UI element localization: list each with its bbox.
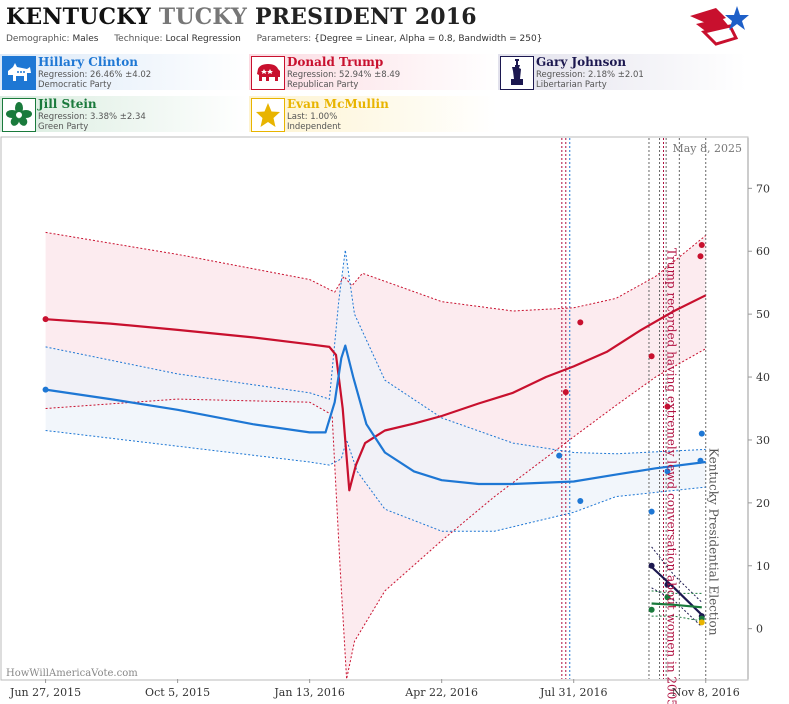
candidate-name: Hillary Clinton bbox=[38, 55, 138, 69]
jill-stein-lower-bound bbox=[651, 615, 702, 622]
technique-label: Technique: bbox=[114, 34, 163, 44]
hillary-clinton-poll-point bbox=[697, 457, 704, 464]
donald-trump-upper-bound bbox=[45, 231, 707, 312]
candidate-party: Green Party bbox=[38, 122, 89, 132]
hillary-clinton-trend-line bbox=[45, 344, 706, 486]
title-election: PRESIDENT 2016 bbox=[254, 4, 477, 30]
y-tick-label: 10 bbox=[756, 560, 770, 573]
donald-trump-poll-point bbox=[697, 253, 704, 260]
candidate-party: Republican Party bbox=[287, 80, 359, 90]
candidate-name: Gary Johnson bbox=[536, 55, 627, 69]
title-state: KENTUCKY bbox=[6, 4, 151, 30]
jill-stein-trend-line bbox=[651, 602, 702, 609]
site-logo-icon bbox=[690, 6, 749, 46]
hillary-clinton-poll-point bbox=[577, 497, 584, 504]
candidate-name: Evan McMullin bbox=[287, 97, 389, 111]
donald-trump-poll-point bbox=[648, 353, 655, 360]
page-title: KENTUCKY TUCKY PRESIDENT 2016 bbox=[6, 4, 477, 30]
hillary-clinton-poll-point bbox=[556, 452, 563, 459]
hillary-clinton-upper-bound bbox=[45, 249, 706, 455]
candidate-party: Democratic Party bbox=[38, 80, 112, 90]
donald-trump-poll-point bbox=[562, 389, 569, 396]
y-tick-label: 70 bbox=[756, 182, 770, 195]
hillary-clinton-poll-point bbox=[698, 430, 705, 437]
y-tick-label: 0 bbox=[756, 623, 763, 636]
candidate-party: Independent bbox=[287, 122, 341, 132]
parameters-value: {Degree = Linear, Alpha = 0.8, Bandwidth… bbox=[314, 34, 543, 44]
jill-stein-upper-bound bbox=[651, 590, 702, 594]
statue-of-liberty-icon bbox=[500, 56, 534, 90]
confidence-bands bbox=[45, 232, 706, 679]
x-axis: Jun 27, 2015 Oct 5, 2015 Jan 13, 2016 Apr 2… bbox=[9, 679, 740, 699]
candidate-last-value: Last: 1.00% bbox=[287, 112, 338, 122]
candidate-regression: Regression: 2.18% ±2.01 bbox=[536, 70, 644, 80]
y-tick-label: 60 bbox=[756, 245, 770, 258]
x-tick-label: Jan 13, 2016 bbox=[273, 686, 345, 699]
y-axis: 0 10 20 30 40 50 60 70 bbox=[747, 138, 770, 679]
y-tick-label: 20 bbox=[756, 497, 770, 510]
hillary-clinton-lower-bound bbox=[45, 430, 706, 532]
annotation-label: Trump recorded having extremely lewd con… bbox=[664, 248, 678, 704]
candidate-name: Donald Trump bbox=[287, 55, 384, 69]
gary-johnson-poll-point bbox=[664, 581, 671, 588]
y-tick-label: 50 bbox=[756, 308, 770, 321]
parameters-line: Demographic: Males Technique: Local Regr… bbox=[6, 34, 542, 44]
series-points bbox=[42, 241, 705, 626]
gary-johnson-lower-bound bbox=[651, 587, 703, 628]
legend-donald-trump: Donald Trump Regression: 52.94% ±8.49 Re… bbox=[249, 54, 497, 90]
header: KENTUCKY TUCKY PRESIDENT 2016 Demographi… bbox=[0, 0, 789, 50]
parameters-label: Parameters: bbox=[256, 34, 312, 44]
candidate-party: Libertarian Party bbox=[536, 80, 607, 90]
gary-johnson-poll-point bbox=[648, 562, 655, 569]
demographic-label: Demographic: bbox=[6, 34, 70, 44]
hillary-clinton-poll-point bbox=[42, 386, 49, 393]
annotation-label: Kentucky Presidential Election bbox=[707, 448, 721, 636]
y-tick-label: 40 bbox=[756, 371, 770, 384]
x-tick-label: Nov 8, 2016 bbox=[672, 686, 740, 699]
donald-trump-poll-point bbox=[698, 241, 705, 248]
jill-stein-poll-point bbox=[664, 594, 671, 601]
hillary-clinton-poll-point bbox=[664, 468, 671, 475]
hillary-clinton-confidence-band bbox=[45, 250, 706, 532]
donkey-icon bbox=[2, 56, 36, 90]
x-tick-label: Jun 27, 2015 bbox=[9, 686, 81, 699]
demographic-value: Males bbox=[72, 34, 99, 44]
legend-jill-stein: Jill Stein Regression: 3.38% ±2.34 Green… bbox=[0, 96, 248, 132]
technique-value: Local Regression bbox=[165, 34, 241, 44]
flower-icon bbox=[2, 98, 36, 132]
legend-hillary-clinton: Hillary Clinton Regression: 26.46% ±4.02… bbox=[0, 54, 248, 90]
legend-gary-johnson: Gary Johnson Regression: 2.18% ±2.01 Lib… bbox=[498, 54, 746, 90]
x-tick-label: Oct 5, 2015 bbox=[145, 686, 210, 699]
donald-trump-poll-point bbox=[664, 403, 671, 410]
donald-trump-poll-point bbox=[577, 319, 584, 326]
donald-trump-poll-point bbox=[42, 316, 49, 323]
jill-stein-poll-point bbox=[648, 606, 655, 613]
candidate-regression: Regression: 26.46% ±4.02 bbox=[38, 70, 152, 80]
x-tick-label: Apr 22, 2016 bbox=[404, 686, 478, 699]
elephant-icon bbox=[251, 56, 285, 90]
regression-chart: Trump recorded having extremely lewd con… bbox=[0, 136, 770, 704]
annotations: Trump recorded having extremely lewd con… bbox=[664, 248, 720, 704]
date-label: May 8, 2025 bbox=[672, 142, 742, 155]
donald-trump-lower-bound bbox=[45, 348, 706, 679]
watermark: HowWillAmericaVote.com bbox=[6, 668, 138, 679]
candidate-regression: Regression: 3.38% ±2.34 bbox=[38, 112, 146, 122]
candidate-regression: Regression: 52.94% ±8.49 bbox=[287, 70, 401, 80]
title-subtitle: TUCKY bbox=[158, 4, 248, 30]
evan-mcmullin-poll-point bbox=[698, 619, 705, 626]
star-icon bbox=[251, 98, 285, 132]
candidate-name: Jill Stein bbox=[38, 97, 97, 111]
hillary-clinton-poll-point bbox=[648, 508, 655, 515]
series-lines bbox=[45, 231, 707, 679]
legend-evan-mcmullin: Evan McMullin Last: 1.00% Independent bbox=[249, 96, 497, 132]
x-tick-label: Jul 31, 2016 bbox=[539, 686, 608, 699]
y-tick-label: 30 bbox=[756, 434, 770, 447]
